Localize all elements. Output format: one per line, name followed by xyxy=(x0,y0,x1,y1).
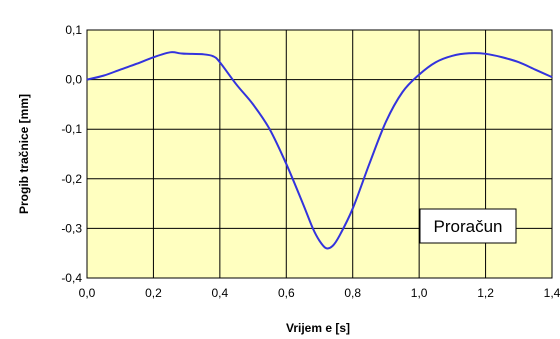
x-tick-labels: 0,0 0,2 0,4 0,6 0,8 1,0 1,2 1,4 xyxy=(79,286,560,300)
y-tick-label: 0,0 xyxy=(65,73,82,87)
x-tick-label: 0,0 xyxy=(79,286,96,300)
x-axis-title: Vrijem e [s] xyxy=(286,321,350,335)
annotation-box: Proračun xyxy=(419,208,517,244)
x-tick-label: 0,4 xyxy=(212,286,229,300)
series-line xyxy=(86,51,553,250)
x-tick-label: 0,6 xyxy=(278,286,295,300)
x-tick-label: 0,8 xyxy=(344,286,361,300)
annotation-text: Proračun xyxy=(434,217,503,236)
y-tick-labels: 0,1 0,0 -0,1 -0,2 -0,3 -0,4 xyxy=(61,23,82,285)
y-tick-label: -0,3 xyxy=(61,221,82,235)
y-tick-label: -0,2 xyxy=(61,172,82,186)
y-tick-label: 0,1 xyxy=(65,23,82,37)
x-tick-label: 1,2 xyxy=(477,286,494,300)
y-tick-label: -0,1 xyxy=(61,122,82,136)
x-tick-label: 1,4 xyxy=(544,286,560,300)
x-tick-label: 0,2 xyxy=(145,286,162,300)
y-axis-title: Progib tračnice [mm] xyxy=(17,94,31,214)
y-tick-label: -0,4 xyxy=(61,271,82,285)
x-tick-label: 1,0 xyxy=(411,286,428,300)
